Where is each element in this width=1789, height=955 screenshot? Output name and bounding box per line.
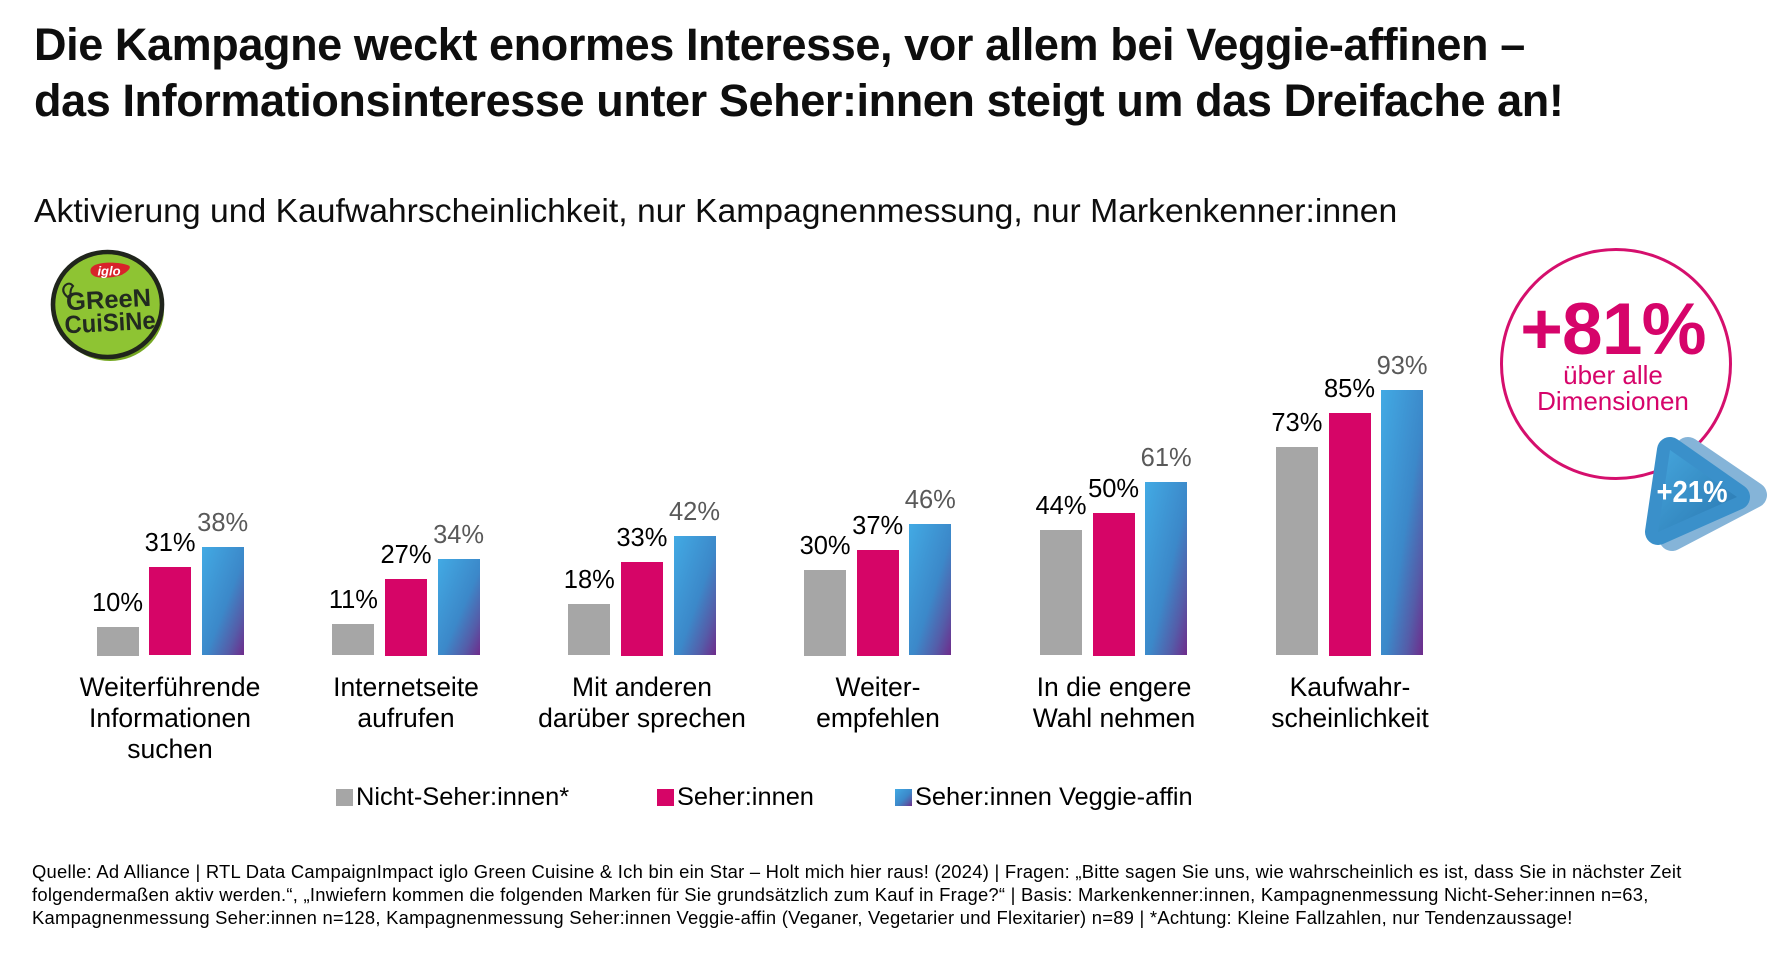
- svg-text:CuiSiNe: CuiSiNe: [64, 307, 156, 340]
- svg-text:GReeN: GReeN: [65, 284, 151, 316]
- svg-text:iglo: iglo: [97, 264, 120, 279]
- svg-text:+21%: +21%: [1657, 475, 1728, 509]
